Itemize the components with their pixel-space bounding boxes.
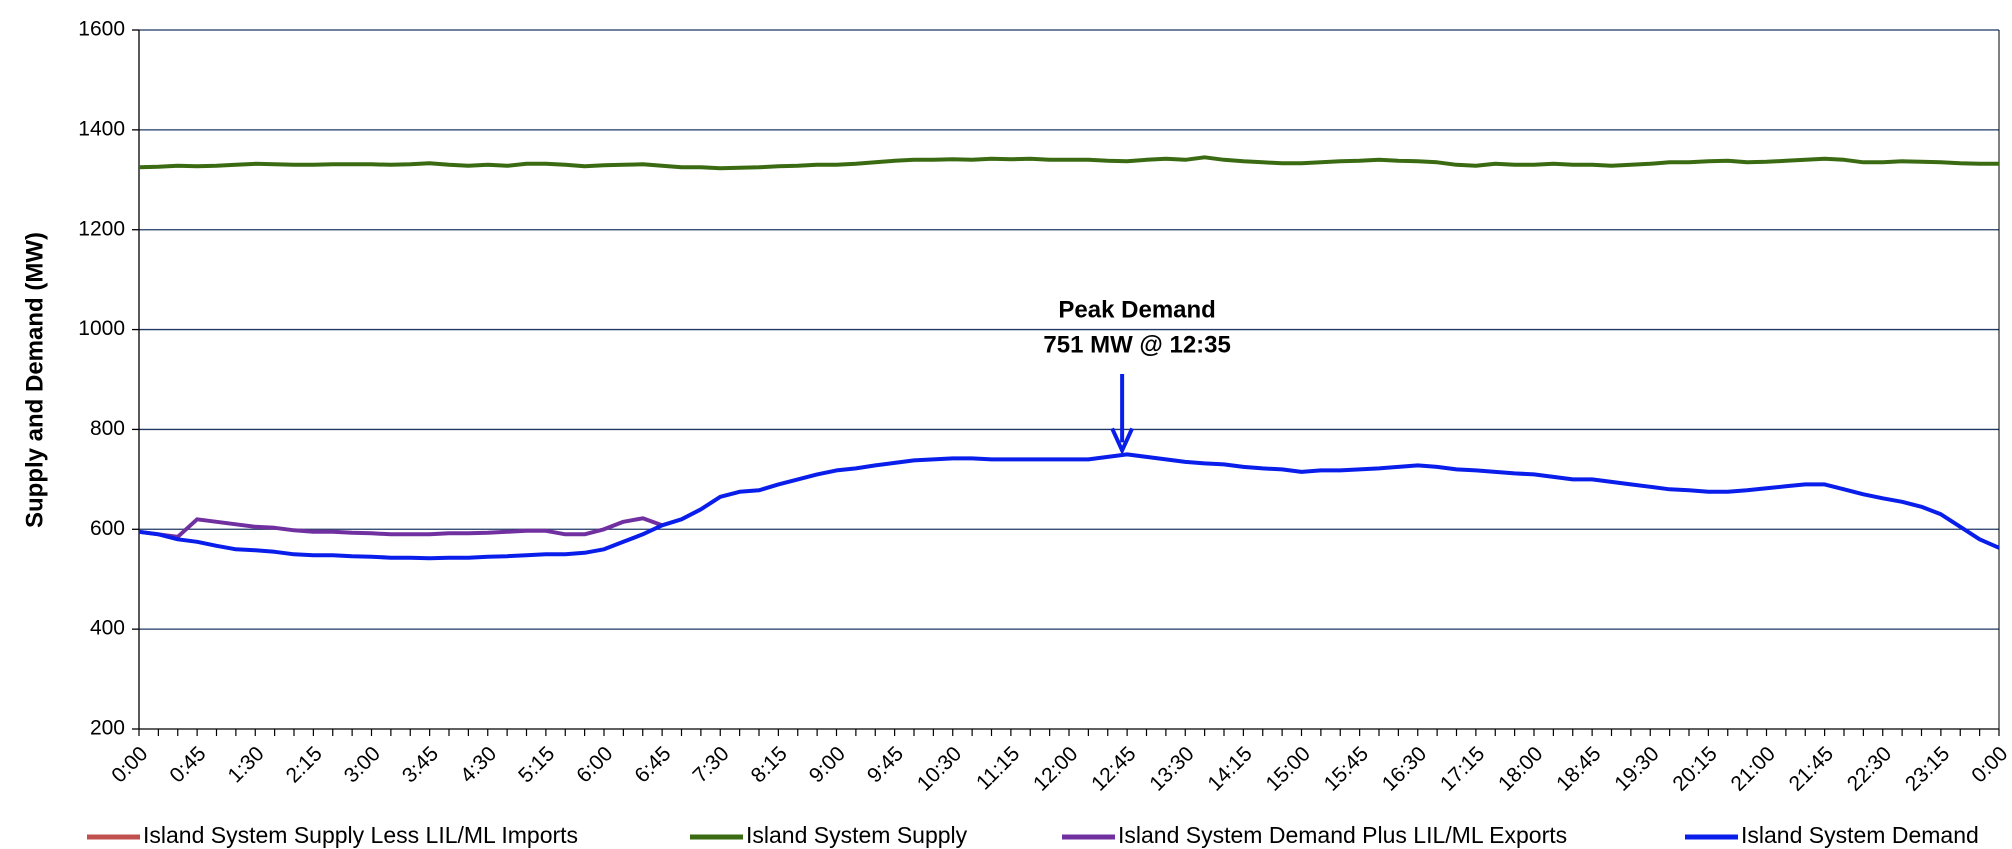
x-tick-label: 9:45 bbox=[863, 742, 908, 787]
legend-label: Island System Supply Less LIL/ML Imports bbox=[143, 822, 578, 848]
x-tick-label: 12:45 bbox=[1087, 742, 1140, 795]
x-tick-label: 23:15 bbox=[1901, 742, 1954, 795]
x-tick-label: 12:00 bbox=[1029, 742, 1082, 795]
x-tick-label: 14:15 bbox=[1203, 742, 1256, 795]
x-tick-label: 0:00 bbox=[1967, 742, 2012, 787]
x-tick-label: 6:45 bbox=[630, 742, 675, 787]
series-line bbox=[138, 516, 663, 539]
x-tick-label: 17:15 bbox=[1436, 742, 1489, 795]
x-tick-label: 6:00 bbox=[572, 742, 617, 787]
x-tick-label: 2:15 bbox=[282, 742, 327, 787]
y-tick-label: 600 bbox=[90, 517, 125, 540]
x-tick-label: 8:15 bbox=[747, 742, 792, 787]
x-tick-label: 15:45 bbox=[1320, 742, 1373, 795]
x-tick-label: 4:30 bbox=[456, 742, 501, 787]
x-tick-label: 3:00 bbox=[340, 742, 385, 787]
x-tick-label: 21:45 bbox=[1785, 742, 1838, 795]
annotation: 751 MW @ 12:35 bbox=[1043, 331, 1230, 358]
x-tick-label: 19:30 bbox=[1610, 742, 1663, 795]
x-tick-label: 0:00 bbox=[107, 742, 152, 787]
y-tick-label: 1400 bbox=[78, 117, 125, 140]
x-tick-label: 13:30 bbox=[1145, 742, 1198, 795]
x-tick-label: 9:00 bbox=[805, 742, 850, 787]
x-tick-label: 11:15 bbox=[972, 742, 1024, 794]
x-tick-label: 1:30 bbox=[224, 742, 269, 787]
y-tick-label: 800 bbox=[90, 417, 125, 440]
y-tick-label: 1200 bbox=[78, 217, 125, 240]
legend-label: Island System Demand bbox=[1741, 822, 1979, 848]
annotation: Peak Demand bbox=[1058, 296, 1215, 323]
x-tick-label: 16:30 bbox=[1378, 742, 1431, 795]
annotation-arrowhead bbox=[1110, 427, 1134, 456]
x-tick-label: 15:00 bbox=[1262, 742, 1315, 795]
x-tick-label: 7:30 bbox=[689, 742, 734, 787]
x-tick-label: 22:30 bbox=[1843, 742, 1896, 795]
x-tick-label: 5:15 bbox=[514, 742, 559, 787]
x-tick-label: 20:15 bbox=[1668, 742, 1721, 795]
y-tick-label: 200 bbox=[90, 717, 125, 740]
x-tick-label: 18:00 bbox=[1494, 742, 1547, 795]
x-tick-label: 3:45 bbox=[398, 742, 443, 787]
x-tick-label: 10:30 bbox=[913, 742, 966, 795]
series-line bbox=[138, 155, 1999, 171]
x-tick-label: 21:00 bbox=[1727, 742, 1780, 795]
legend-label: Island System Demand Plus LIL/ML Exports bbox=[1118, 822, 1567, 848]
x-tick-label: 18:45 bbox=[1552, 742, 1605, 795]
legend-label: Island System Supply bbox=[746, 822, 968, 848]
y-axis-label: Supply and Demand (MW) bbox=[21, 232, 48, 528]
x-tick-label: 0:45 bbox=[165, 742, 210, 787]
series-line bbox=[138, 452, 2000, 561]
y-tick-label: 1000 bbox=[78, 317, 125, 340]
y-tick-label: 400 bbox=[90, 617, 125, 640]
y-tick-label: 1600 bbox=[78, 18, 125, 41]
